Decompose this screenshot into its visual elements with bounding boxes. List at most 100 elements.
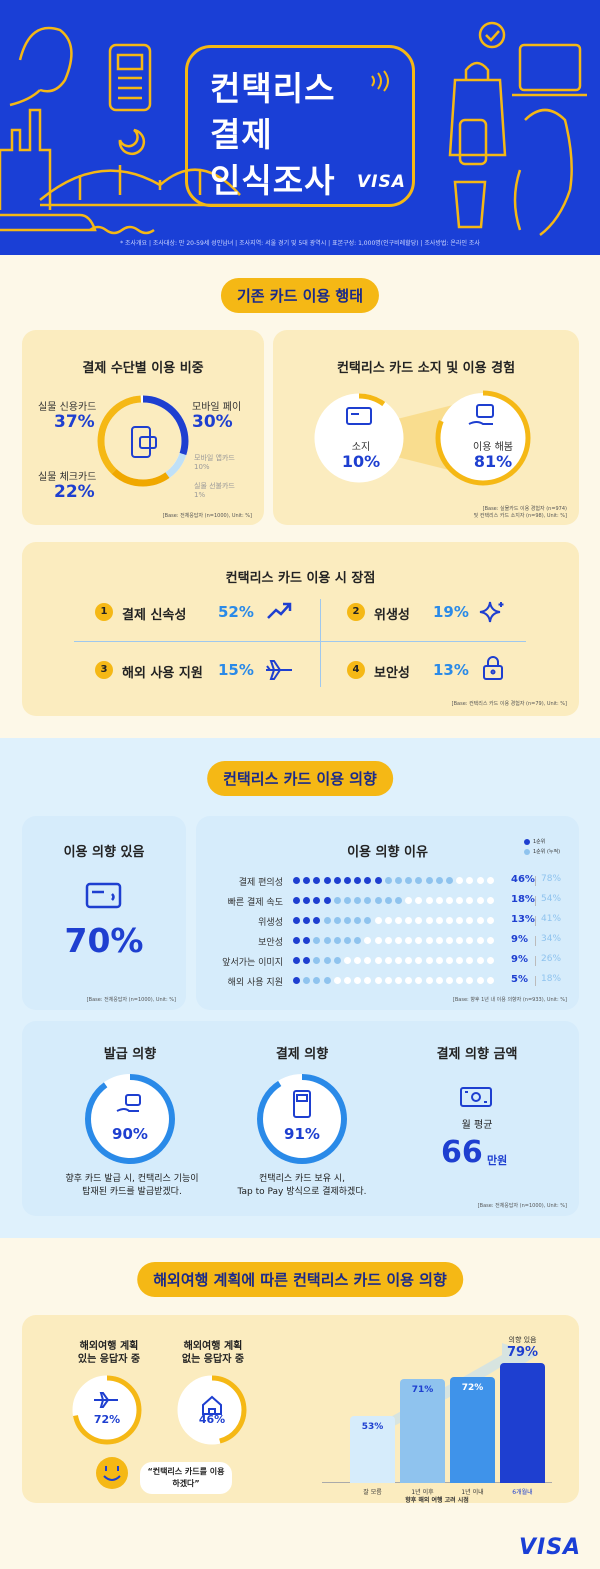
reason-dot — [344, 917, 351, 924]
hero-banner: 컨택리스 결제 인식조사 VISA * 조사개요 | 조사대상: 만 20-59… — [0, 0, 600, 255]
airplane-icon-travel — [94, 1392, 118, 1408]
adv-label-3: 해외 사용 지원 — [122, 666, 203, 681]
reason-dot — [384, 897, 392, 904]
ownership-title: 컨택리스 카드 소지 및 이용 경험 — [336, 361, 516, 376]
reason-dot — [333, 937, 341, 944]
reason-row: 해외 사용 지원 5% 18% — [205, 973, 565, 989]
reason-dot — [374, 977, 382, 984]
reason-dot — [405, 977, 413, 984]
reason-first-pct: 9% — [511, 934, 528, 945]
ownership-base2: 및 컨택리스 카드 소지자 (n=98), Unit: %] — [473, 513, 567, 519]
issue-desc1: 향후 카드 발급 시, 컨택리스 기능이 — [65, 1174, 199, 1184]
reason-dot — [486, 937, 494, 944]
prepaid-label: 실물 선불카드 — [194, 482, 235, 490]
reason-dot — [486, 877, 494, 884]
reason-dot — [333, 917, 341, 924]
reason-dot — [476, 877, 484, 884]
section3-pill: 해외여행 계획에 따른 컨택리스 카드 이용 의향 — [137, 1262, 463, 1297]
bar-x-label: 1년 이내 — [461, 1489, 484, 1496]
reason-dot — [435, 977, 443, 984]
card-icon-intent — [85, 882, 122, 909]
adv-label-1: 결제 신속성 — [122, 608, 187, 623]
phone-card-icon — [131, 426, 157, 458]
house-icon — [202, 1395, 222, 1415]
reason-dot — [415, 957, 423, 964]
reason-sep — [535, 936, 536, 946]
mobile-pct: 30% — [192, 412, 233, 432]
reason-dot — [323, 957, 331, 964]
reason-dot — [425, 977, 433, 984]
reason-dot — [486, 897, 494, 904]
reason-dot — [364, 957, 372, 964]
reason-dot — [476, 917, 484, 924]
reason-dot — [395, 917, 402, 924]
reason-dot — [466, 917, 474, 924]
without-plan-label2: 없는 응답자 중 — [181, 1354, 245, 1365]
hand-card-icon — [468, 404, 494, 425]
reason-dot — [333, 897, 341, 904]
reason-sep — [535, 896, 536, 906]
donut-mobile — [97, 395, 189, 487]
reason-dot — [344, 957, 351, 964]
reason-dot — [456, 897, 464, 904]
reason-cum-pct: 34% — [541, 934, 562, 944]
reason-row: 빠른 결제 속도 18% 54% — [205, 893, 565, 909]
reason-dot — [293, 937, 300, 944]
legend-cum: 1순위 (누적) — [533, 849, 561, 855]
reason-dot — [364, 917, 372, 924]
reason-dot — [323, 877, 331, 884]
reason-sep — [535, 956, 536, 966]
ownership-base1: [Base: 실물카드 이용 경험자 (n=974) — [482, 506, 567, 512]
reason-dot — [364, 937, 372, 944]
bar-x-label: 1년 이후 — [411, 1489, 434, 1496]
intent-title: 이용 의향 있음 — [63, 845, 145, 860]
without-plan-label1: 해외여행 계획 — [183, 1341, 243, 1352]
adv-pct-4: 13% — [433, 661, 469, 679]
reason-dot — [344, 977, 351, 984]
reason-dot — [476, 957, 484, 964]
reason-dot — [476, 977, 484, 984]
reason-dot — [303, 917, 311, 924]
reason-dot — [354, 897, 362, 904]
issue-ring — [85, 1074, 175, 1164]
adv-pct-3: 15% — [218, 661, 254, 679]
bar-x-title: 향후 해외 여행 고려 시점 — [405, 1497, 469, 1504]
adv-label-4: 보안성 — [374, 666, 410, 681]
intent-pct: 70% — [64, 921, 144, 960]
amount-value: 66 — [441, 1135, 483, 1170]
pos-terminal-icon — [293, 1090, 311, 1118]
reason-dot — [415, 977, 423, 984]
reason-dot — [354, 977, 362, 984]
adv-num-3: 3 — [95, 661, 113, 679]
reason-dot — [415, 877, 423, 884]
reason-label: 해외 사용 지원 — [227, 978, 283, 988]
bar-x-labels: 잘 모름 1년 이후 1년 이내 6개월내 — [322, 1487, 552, 1497]
reason-label: 빠른 결제 속도 — [227, 898, 283, 908]
reason-row: 결제 편의성 46% 78% — [205, 873, 565, 889]
hero-title-line2: 결제 — [210, 115, 273, 154]
reason-dot — [476, 897, 484, 904]
own-pct: 10% — [341, 452, 381, 471]
reasons-base: [Base: 향후 1년 내 이용 의향자 (n=933), Unit: %] — [452, 997, 567, 1003]
reason-dot — [456, 917, 464, 924]
reason-dot — [333, 877, 341, 884]
issue-desc2: 탑재된 카드를 발급받겠다. — [82, 1187, 182, 1197]
reason-dot — [323, 897, 331, 904]
credit-pct: 37% — [54, 412, 95, 432]
reason-dot — [395, 957, 402, 964]
reason-cum-pct: 18% — [541, 974, 562, 984]
adv-num-2: 2 — [347, 603, 365, 621]
lock-icon — [483, 656, 503, 680]
legend-dot-first — [524, 839, 530, 845]
amount-unit: 만원 — [487, 1154, 508, 1167]
reason-dot — [486, 977, 494, 984]
prepaid-pct: 1% — [194, 491, 206, 499]
reason-cum-pct: 26% — [541, 954, 562, 964]
reason-dot — [293, 877, 300, 884]
issue-pct: 90% — [112, 1125, 148, 1143]
reason-dot — [425, 957, 433, 964]
pay-desc2: Tap to Pay 방식으로 결제하겠다. — [237, 1187, 367, 1197]
mobile-label: 모바일 페이 — [192, 402, 242, 413]
section2-pill: 컨택리스 카드 이용 의향 — [207, 761, 393, 796]
reason-dot — [456, 877, 464, 884]
